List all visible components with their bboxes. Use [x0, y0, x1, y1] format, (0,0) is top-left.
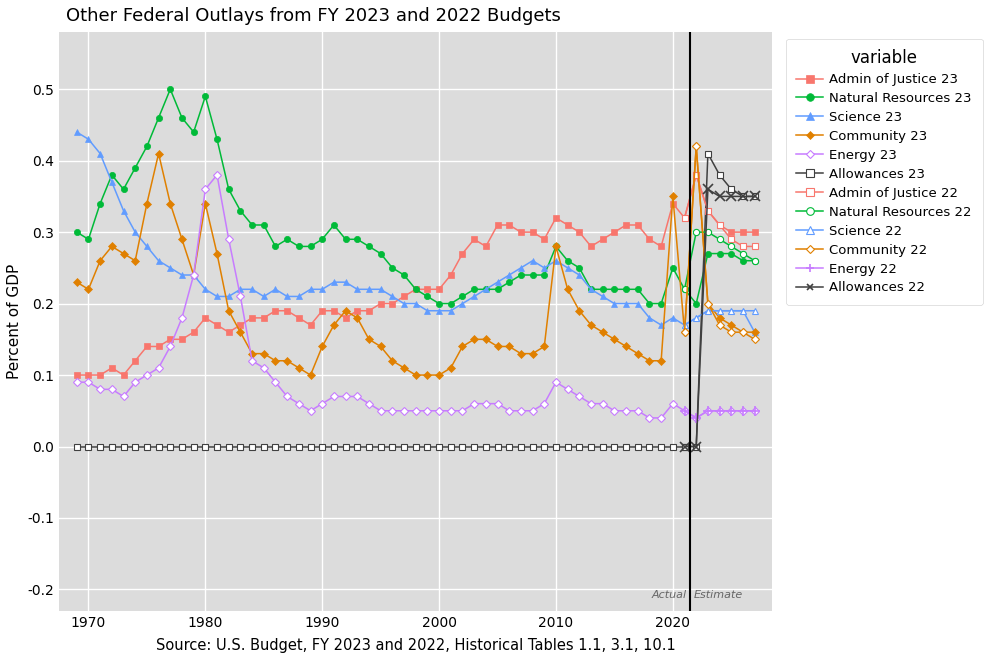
- Legend: Admin of Justice 23, Natural Resources 23, Science 23, Community 23, Energy 23, : Admin of Justice 23, Natural Resources 2…: [786, 39, 982, 305]
- X-axis label: Source: U.S. Budget, FY 2023 and 2022, Historical Tables 1.1, 3.1, 10.1: Source: U.S. Budget, FY 2023 and 2022, H…: [155, 638, 675, 653]
- Y-axis label: Percent of GDP: Percent of GDP: [7, 264, 22, 379]
- Text: Actual: Actual: [651, 590, 687, 600]
- Text: Other Federal Outlays from FY 2023 and 2022 Budgets: Other Federal Outlays from FY 2023 and 2…: [66, 7, 561, 25]
- Text: Estimate: Estimate: [694, 590, 743, 600]
